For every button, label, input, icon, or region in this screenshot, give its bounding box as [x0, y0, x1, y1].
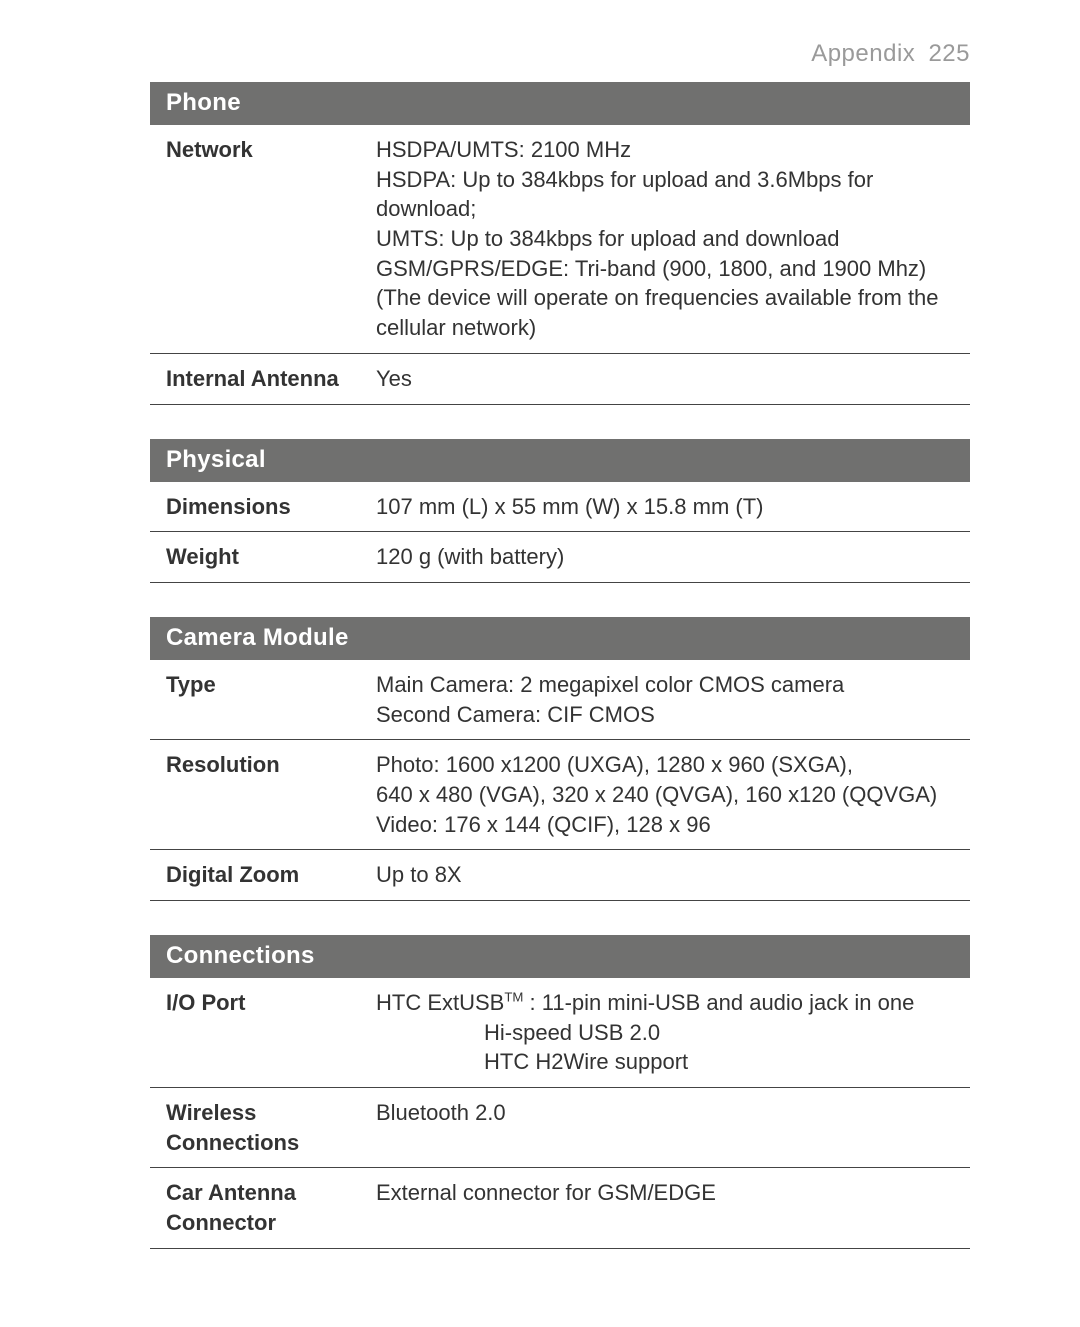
spec-row: Internal AntennaYes	[150, 354, 970, 405]
spec-section: PhoneNetworkHSDPA/UMTS: 2100 MHz HSDPA: …	[150, 82, 970, 405]
spec-label: Digital Zoom	[166, 860, 376, 890]
spec-label: I/O Port	[166, 988, 376, 1077]
spec-row: Weight120 g (with battery)	[150, 532, 970, 583]
header-title: Appendix	[811, 40, 915, 67]
spec-row: Digital ZoomUp to 8X	[150, 850, 970, 901]
spec-label: Dimensions	[166, 492, 376, 522]
spec-label: Type	[166, 670, 376, 729]
spec-row: Wireless ConnectionsBluetooth 2.0	[150, 1088, 970, 1168]
spec-row: NetworkHSDPA/UMTS: 2100 MHz HSDPA: Up to…	[150, 125, 970, 354]
spec-value: Bluetooth 2.0	[376, 1098, 970, 1157]
spec-label: Resolution	[166, 750, 376, 839]
spec-value: HTC ExtUSBTM : 11-pin mini-USB and audio…	[376, 988, 970, 1077]
spec-section: PhysicalDimensions107 mm (L) x 55 mm (W)…	[150, 439, 970, 583]
spec-label: Network	[166, 135, 376, 343]
spec-section: Camera ModuleTypeMain Camera: 2 megapixe…	[150, 617, 970, 901]
spec-row: ResolutionPhoto: 1600 x1200 (UXGA), 1280…	[150, 740, 970, 850]
spec-row: TypeMain Camera: 2 megapixel color CMOS …	[150, 660, 970, 740]
spec-value: 120 g (with battery)	[376, 542, 970, 572]
spec-value: Photo: 1600 x1200 (UXGA), 1280 x 960 (SX…	[376, 750, 970, 839]
spec-value: 107 mm (L) x 55 mm (W) x 15.8 mm (T)	[376, 492, 970, 522]
spec-value: Yes	[376, 364, 970, 394]
spec-label: Weight	[166, 542, 376, 572]
spec-row: I/O PortHTC ExtUSBTM : 11-pin mini-USB a…	[150, 978, 970, 1088]
section-title: Connections	[150, 935, 970, 978]
spec-label: Internal Antenna	[166, 364, 376, 394]
header-page-number: 225	[928, 40, 970, 67]
spec-label: Wireless Connections	[166, 1098, 376, 1157]
section-title: Camera Module	[150, 617, 970, 660]
spec-row: Dimensions107 mm (L) x 55 mm (W) x 15.8 …	[150, 482, 970, 533]
spec-value: External connector for GSM/EDGE	[376, 1178, 970, 1237]
spec-label: Car Antenna Connector	[166, 1178, 376, 1237]
section-title: Phone	[150, 82, 970, 125]
spec-value: HSDPA/UMTS: 2100 MHz HSDPA: Up to 384kbp…	[376, 135, 970, 343]
page-header: Appendix 225	[150, 40, 970, 68]
page-body: Appendix 225 PhoneNetworkHSDPA/UMTS: 210…	[0, 0, 1080, 1249]
spec-row: Car Antenna ConnectorExternal connector …	[150, 1168, 970, 1248]
spec-section: ConnectionsI/O PortHTC ExtUSBTM : 11-pin…	[150, 935, 970, 1249]
spec-value: Main Camera: 2 megapixel color CMOS came…	[376, 670, 970, 729]
section-title: Physical	[150, 439, 970, 482]
sections-container: PhoneNetworkHSDPA/UMTS: 2100 MHz HSDPA: …	[150, 82, 970, 1249]
spec-value: Up to 8X	[376, 860, 970, 890]
